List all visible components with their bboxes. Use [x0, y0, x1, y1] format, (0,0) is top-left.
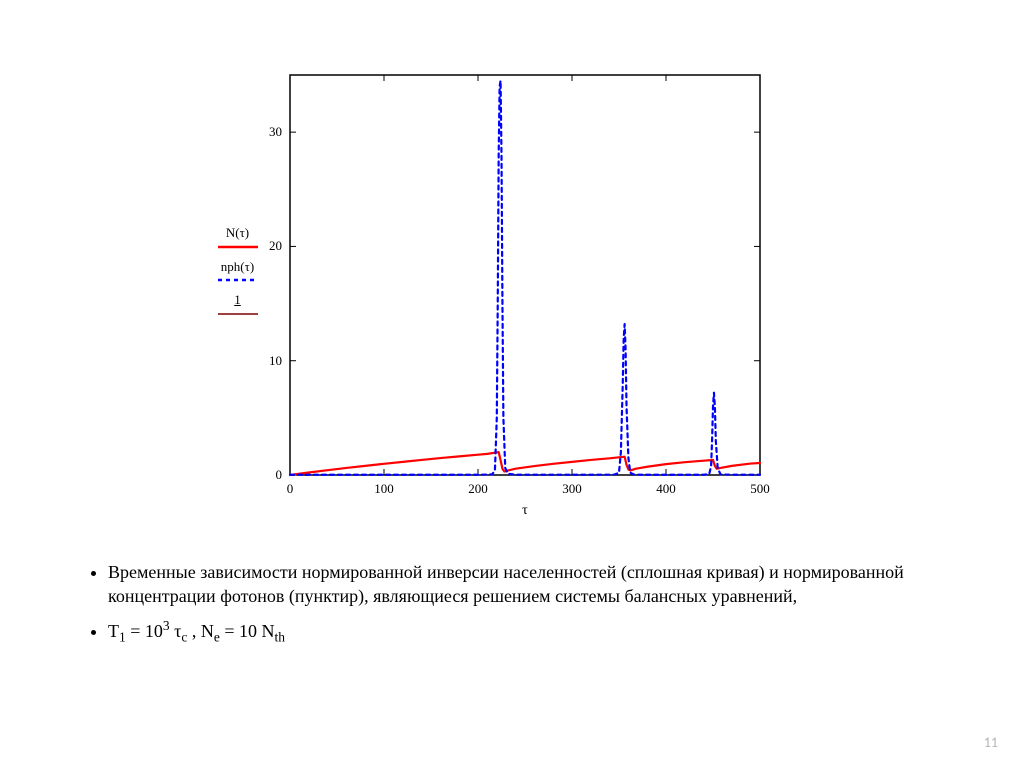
xtick-label: 400: [656, 481, 676, 497]
x-axis-label: τ: [522, 503, 528, 519]
bullet-list: Временные зависимости нормированной инве…: [80, 560, 964, 654]
xtick-label: 300: [562, 481, 582, 497]
ytick-label: 30: [269, 124, 282, 140]
legend-label-one: 1: [210, 292, 265, 308]
slide: N(τ) nph(τ) 1 τ: [0, 0, 1024, 767]
ytick-label: 20: [269, 238, 282, 254]
legend-swatch-nph: [218, 274, 258, 286]
chart-area: N(τ) nph(τ) 1 τ: [210, 75, 770, 515]
chart-legend: N(τ) nph(τ) 1: [210, 225, 265, 326]
series-nph_tau: [290, 81, 760, 475]
series-N_tau: [290, 452, 760, 475]
bullet-item-2: T1 = 103 τc , Ne = 10 Nth: [108, 617, 964, 647]
plot-svg: [290, 75, 760, 475]
ytick-label: 10: [269, 353, 282, 369]
legend-label-n: N(τ): [210, 225, 265, 241]
xtick-label: 500: [750, 481, 770, 497]
ytick-label: 0: [276, 467, 283, 483]
xtick-label: 0: [287, 481, 294, 497]
legend-swatch-n: [218, 241, 258, 253]
page-number: 11: [984, 734, 998, 751]
curves-group: [290, 81, 760, 475]
plot-box: τ 01020300100200300400500: [290, 75, 760, 475]
legend-swatch-one: [218, 308, 258, 320]
tick-marks-group: [290, 75, 760, 475]
axis-frame: [290, 75, 760, 475]
legend-label-nph: nph(τ): [210, 259, 265, 275]
xtick-label: 100: [374, 481, 394, 497]
bullet-item-1: Временные зависимости нормированной инве…: [108, 560, 964, 609]
xtick-label: 200: [468, 481, 488, 497]
